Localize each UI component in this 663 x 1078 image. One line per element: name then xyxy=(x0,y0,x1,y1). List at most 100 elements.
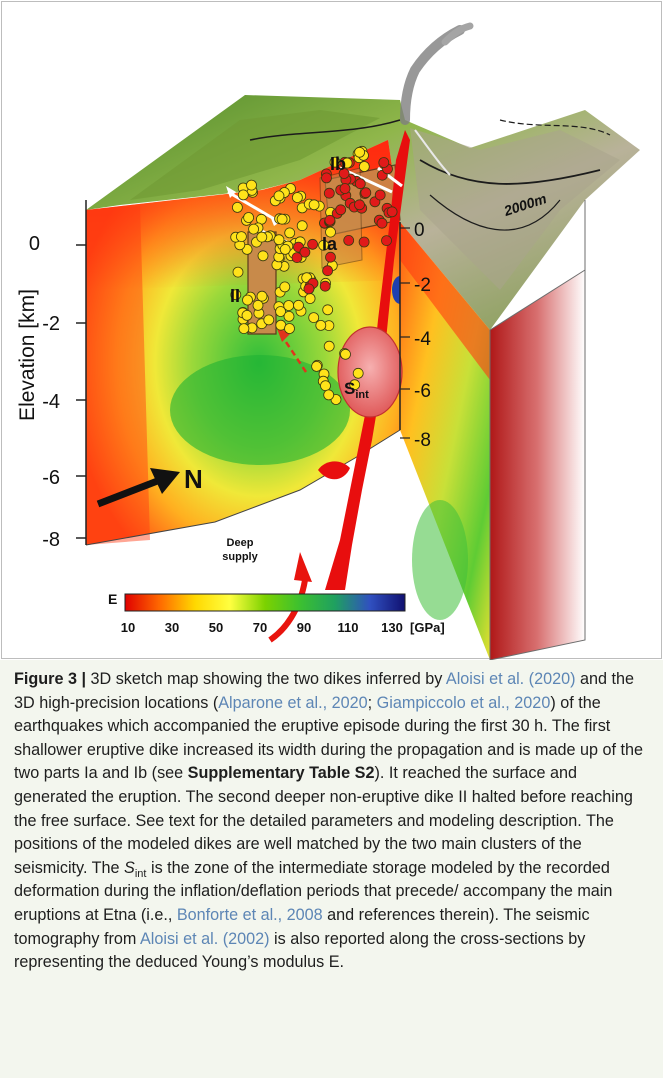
elevation-axis-label: Elevation [km] xyxy=(16,289,39,421)
earthquake-dot xyxy=(308,239,318,249)
earthquake-dot xyxy=(257,291,267,301)
earthquake-dot xyxy=(294,300,304,310)
earthquake-dot xyxy=(242,310,252,320)
earthquake-dot xyxy=(249,224,259,234)
colorbar-tick-130: 130 xyxy=(381,620,403,635)
storage-symbol-subscript: int xyxy=(135,868,147,880)
earthquake-dot xyxy=(292,253,302,263)
earthquake-dot xyxy=(355,179,365,189)
block-side-face xyxy=(490,270,585,660)
dike-ii-label: II xyxy=(230,286,240,306)
earthquake-dot xyxy=(297,221,307,231)
colorbar-tick-90: 90 xyxy=(297,620,311,635)
elevation-tick-minus-2: -2 xyxy=(42,313,60,335)
earthquake-dot xyxy=(321,381,331,391)
inner-tick-minus-2: -2 xyxy=(414,275,431,296)
earthquake-dot xyxy=(284,311,294,321)
earthquake-dot xyxy=(309,313,319,323)
elevation-tick-minus-8: -8 xyxy=(42,529,60,551)
citation-link[interactable]: Alparone et al., 2020 xyxy=(218,694,367,712)
storage-zone-ellipsoid xyxy=(338,327,402,417)
figure-caption: Figure 3 | 3D sketch map showing the two… xyxy=(14,668,649,975)
earthquake-dot xyxy=(377,218,387,228)
earthquake-dot xyxy=(239,324,249,334)
earthquake-dot xyxy=(323,305,333,315)
earthquake-dot xyxy=(304,284,314,294)
colorbar-tick-10: 10 xyxy=(121,620,135,635)
inner-tick-minus-8: -8 xyxy=(414,430,431,451)
figure-label: Figure 3 | xyxy=(14,670,86,688)
caption-text: ; xyxy=(368,694,377,712)
earthquake-dot xyxy=(284,301,294,311)
caption-text: 3D sketch map showing the two dikes infe… xyxy=(86,670,446,688)
citation-link[interactable]: Bonforte et al., 2008 xyxy=(177,906,323,924)
earthquake-dot xyxy=(336,205,346,215)
earthquake-dot xyxy=(320,281,330,291)
citation-link[interactable]: Aloisi et al. (2002) xyxy=(140,930,270,948)
earthquake-dot xyxy=(379,158,389,168)
earthquake-dot xyxy=(375,190,385,200)
supplementary-table-link[interactable]: Supplementary Table S2 xyxy=(188,764,375,782)
earthquake-dot xyxy=(280,282,290,292)
earthquake-dot xyxy=(247,180,257,190)
figure: 0 -2 -4 -6 -8 Elevation [km] 0 -2 -4 -6 … xyxy=(0,0,663,660)
elevation-tick-0: 0 xyxy=(29,233,40,255)
earthquake-dot xyxy=(341,349,351,359)
earthquake-dot xyxy=(344,235,354,245)
earthquake-dot xyxy=(258,251,268,261)
earthquake-dot xyxy=(382,236,392,246)
citation-link[interactable]: Giampiccolo et al., 2020 xyxy=(377,694,551,712)
colorbar-tick-50: 50 xyxy=(209,620,223,635)
earthquake-dot xyxy=(324,188,334,198)
earthquake-dot xyxy=(324,390,334,400)
earthquake-dot xyxy=(323,266,333,276)
colorbar xyxy=(125,594,405,611)
deep-supply-label-line1: Deep xyxy=(227,537,254,549)
earthquake-dot xyxy=(277,214,287,224)
earthquake-dot xyxy=(359,162,369,172)
earthquake-dot xyxy=(322,173,332,183)
inner-tick-minus-6: -6 xyxy=(414,381,431,402)
citation-link[interactable]: Aloisi et al. (2020) xyxy=(446,670,576,688)
deep-supply-label-line2: supply xyxy=(222,551,258,563)
earthquake-dot xyxy=(355,200,365,210)
dike-ib-label: Ib xyxy=(330,154,346,174)
inner-tick-minus-4: -4 xyxy=(414,329,431,350)
north-label: N xyxy=(184,464,203,494)
figure-caption-box: Figure 3 | 3D sketch map showing the two… xyxy=(0,660,663,1078)
earthquake-dot xyxy=(236,232,246,242)
dike-ia-label: Ia xyxy=(322,234,338,254)
earthquake-dot xyxy=(233,267,243,277)
earthquake-dot xyxy=(361,188,371,198)
earthquake-dot xyxy=(312,361,322,371)
earthquake-dot xyxy=(274,235,284,245)
earthquake-dot xyxy=(324,341,334,351)
earthquake-dot xyxy=(264,315,274,325)
colorbar-tick-110: 110 xyxy=(338,620,359,635)
earthquake-dot xyxy=(387,207,397,217)
figure-graphic: 0 -2 -4 -6 -8 Elevation [km] 0 -2 -4 -6 … xyxy=(0,0,663,660)
storage-symbol: S xyxy=(124,859,135,877)
earthquake-dot xyxy=(280,244,290,254)
colorbar-tick-70: 70 xyxy=(253,620,267,635)
earthquake-dot xyxy=(359,237,369,247)
earthquake-dot xyxy=(305,294,315,304)
earthquake-dot xyxy=(285,228,295,238)
earthquake-dot xyxy=(257,232,267,242)
earthquake-dot xyxy=(232,202,242,212)
earthquake-dot xyxy=(325,215,335,225)
earthquake-dot xyxy=(274,191,284,201)
colorbar-tick-30: 30 xyxy=(165,620,179,635)
earthquake-dot xyxy=(238,190,248,200)
colorbar-unit: [GPa] xyxy=(410,620,445,635)
inner-tick-0: 0 xyxy=(414,220,425,241)
earthquake-dot xyxy=(309,200,319,210)
earthquake-dot xyxy=(355,147,365,157)
elevation-tick-minus-6: -6 xyxy=(42,467,60,489)
earthquake-dot xyxy=(285,324,295,334)
earthquake-dot xyxy=(244,213,254,223)
earthquake-dot xyxy=(340,184,350,194)
earthquake-dot xyxy=(253,300,263,310)
earthquake-dot xyxy=(243,295,253,305)
colorbar-label: E xyxy=(108,591,117,607)
